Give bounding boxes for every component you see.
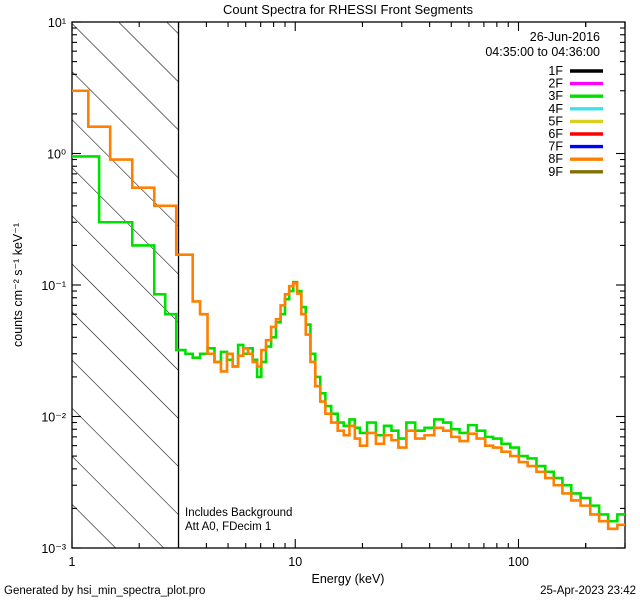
y-tick-label: 10¹ — [48, 16, 66, 30]
x-axis-tick-labels: 1 10 100 — [69, 555, 529, 569]
footer-timestamp: 25-Apr-2023 23:42 — [540, 585, 636, 597]
hatched-exclusion-region — [72, 22, 180, 548]
x-tick-label: 10 — [288, 555, 302, 569]
legend-label-9F[interactable]: 9F — [548, 165, 563, 179]
legend-label-7F[interactable]: 7F — [548, 140, 563, 154]
legend-label-8F[interactable]: 8F — [548, 152, 563, 166]
series-line-3F — [72, 155, 625, 523]
legend-label-1F[interactable]: 1F — [548, 64, 563, 78]
legend-label-2F[interactable]: 2F — [548, 77, 563, 91]
legend-label-4F[interactable]: 4F — [548, 102, 563, 116]
series-line-8F — [72, 89, 625, 531]
x-tick-label: 1 — [69, 555, 76, 569]
y-axis-ticks — [72, 21, 625, 549]
data-series-group — [72, 89, 625, 531]
x-tick-label: 100 — [508, 555, 529, 569]
y-tick-label: 10⁻³ — [41, 542, 66, 556]
legend-label-3F[interactable]: 3F — [548, 89, 563, 103]
y-axis-label: counts cm⁻² s⁻¹ keV⁻¹ — [11, 223, 25, 347]
x-axis-ticks — [71, 22, 626, 548]
y-tick-label: 10⁰ — [47, 148, 66, 162]
legend-label-6F[interactable]: 6F — [548, 127, 563, 141]
legend-label-5F[interactable]: 5F — [548, 114, 563, 128]
observation-time-range: 04:35:00 to 04:36:00 — [485, 45, 600, 59]
page-title: Count Spectra for RHESSI Front Segments — [223, 2, 473, 17]
y-axis-tick-labels: 10¹ 10⁰ 10⁻¹ 10⁻² 10⁻³ — [41, 16, 66, 556]
annotation-includes-background: Includes Background — [185, 507, 292, 519]
y-tick-label: 10⁻¹ — [41, 279, 66, 293]
observation-date: 26-Jun-2016 — [530, 30, 600, 44]
y-tick-label: 10⁻² — [41, 411, 66, 425]
x-axis-label: Energy (keV) — [312, 572, 385, 586]
footer-generated-by: Generated by hsi_min_spectra_plot.pro — [4, 585, 205, 597]
annotation-attenuator-state: Att A0, FDecim 1 — [185, 521, 271, 533]
